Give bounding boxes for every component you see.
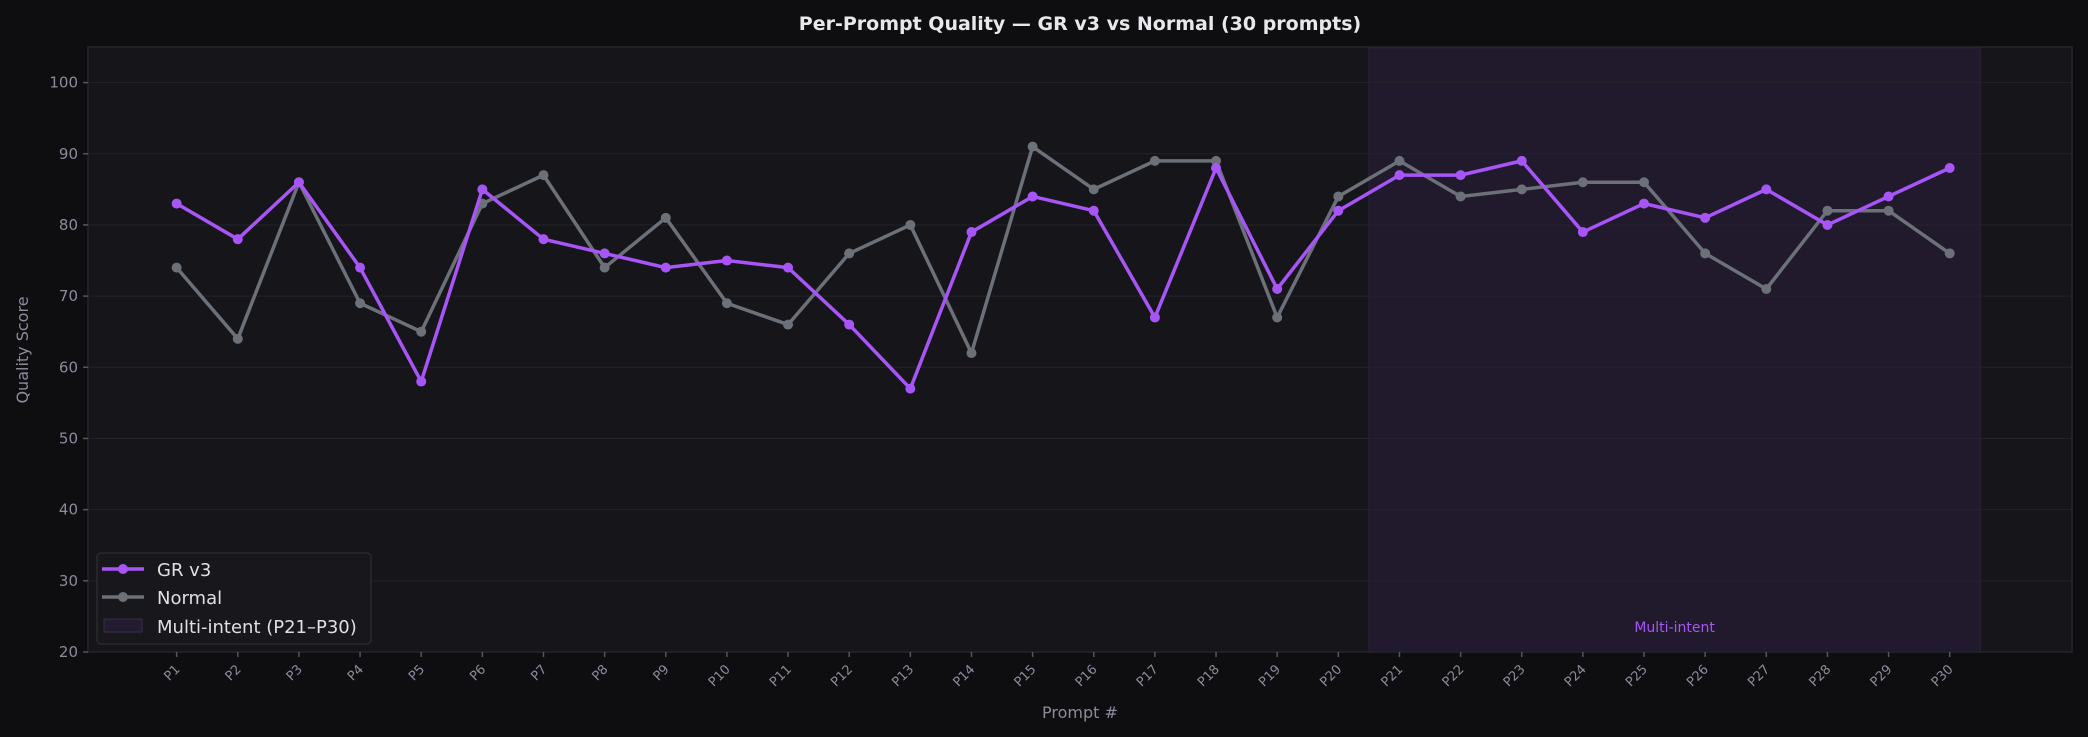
data-point-gr-v3-p29	[1883, 191, 1894, 202]
legend-box	[96, 552, 372, 645]
data-point-gr-v3-p17	[1149, 312, 1160, 323]
data-point-normal-p24	[1577, 177, 1588, 188]
y-tick-label: 70	[59, 287, 78, 305]
data-point-gr-v3-p14	[966, 227, 977, 238]
data-point-gr-v3-p5	[416, 376, 427, 387]
data-point-gr-v3-p3	[293, 177, 304, 188]
data-point-normal-p21	[1394, 155, 1405, 166]
y-tick-label: 60	[59, 358, 78, 376]
data-point-gr-v3-p27	[1761, 184, 1772, 195]
data-point-normal-p25	[1639, 177, 1650, 188]
chart-title: Per-Prompt Quality — GR v3 vs Normal (30…	[799, 13, 1361, 35]
data-point-gr-v3-p12	[844, 319, 855, 330]
data-point-gr-v3-p6	[477, 184, 488, 195]
series-line-gr-v3	[175, 159, 1951, 391]
data-point-gr-v3-p7	[538, 234, 549, 245]
data-point-gr-v3-p4	[355, 262, 366, 273]
data-point-normal-p10	[721, 298, 732, 309]
data-point-normal-p22	[1455, 191, 1466, 202]
legend-label-normal: Normal	[157, 588, 222, 609]
data-point-gr-v3-p26	[1700, 212, 1711, 223]
data-point-normal-p23	[1516, 184, 1527, 195]
data-point-normal-p20	[1333, 191, 1344, 202]
legend-marker-normal	[118, 592, 128, 602]
legend-marker-gr-v3	[118, 564, 128, 574]
data-point-normal-p8	[599, 262, 610, 273]
data-point-gr-v3-p30	[1944, 163, 1955, 173]
data-point-normal-p18	[1211, 155, 1222, 166]
data-point-gr-v3-p24	[1577, 227, 1588, 238]
data-point-gr-v3-p20	[1333, 205, 1344, 216]
data-point-normal-p11	[783, 319, 794, 330]
y-tick-label: 30	[59, 572, 78, 590]
data-point-gr-v3-p8	[599, 248, 610, 259]
data-point-normal-p7	[538, 170, 549, 181]
data-point-gr-v3-p21	[1394, 170, 1405, 181]
data-point-normal-p19	[1272, 312, 1283, 323]
multi-intent-region	[1368, 47, 1981, 653]
y-tick-label: 40	[59, 501, 78, 519]
data-point-normal-p12	[844, 248, 855, 259]
data-point-gr-v3-p15	[1027, 191, 1038, 202]
data-point-gr-v3-p22	[1455, 170, 1466, 181]
data-point-normal-p15	[1027, 141, 1038, 152]
data-point-gr-v3-p1	[171, 198, 182, 209]
data-point-normal-p5	[416, 326, 427, 337]
x-axis-label: Prompt #	[1042, 703, 1118, 722]
data-point-gr-v3-p9	[660, 262, 671, 273]
multi-intent-annotation: Multi-intent	[1634, 620, 1715, 636]
data-point-normal-p4	[355, 298, 366, 309]
data-point-gr-v3-p16	[1088, 205, 1099, 216]
data-point-gr-v3-p2	[232, 234, 243, 245]
data-point-normal-p2	[232, 333, 243, 344]
data-point-normal-p14	[966, 348, 977, 359]
data-point-normal-p30	[1944, 248, 1955, 259]
data-point-normal-p29	[1883, 205, 1894, 216]
y-axis-label: Quality Score	[13, 296, 32, 403]
data-point-gr-v3-p11	[783, 262, 794, 273]
data-point-gr-v3-p23	[1516, 155, 1527, 166]
data-point-gr-v3-p10	[721, 255, 732, 266]
data-point-gr-v3-p13	[905, 383, 916, 394]
data-point-normal-p13	[905, 219, 916, 230]
y-tick-label: 100	[49, 74, 78, 92]
y-tick-label: 20	[59, 643, 78, 661]
data-point-gr-v3-p18	[1211, 163, 1222, 173]
y-tick-label: 90	[59, 145, 78, 163]
y-tick-label: 50	[59, 429, 78, 447]
y-tick-label: 80	[59, 216, 78, 234]
legend-swatch-multi-intent	[103, 618, 143, 633]
data-point-normal-p26	[1700, 248, 1711, 259]
data-point-normal-p27	[1761, 284, 1772, 294]
data-point-gr-v3-p25	[1639, 198, 1650, 209]
legend-label-gr-v3: GR v3	[157, 560, 211, 581]
data-point-normal-p1	[171, 262, 182, 273]
data-point-normal-p16	[1088, 184, 1099, 195]
legend-label-multi-intent: Multi-intent (P21–P30)	[157, 617, 357, 638]
data-point-gr-v3-p19	[1272, 284, 1283, 294]
data-point-gr-v3-p28	[1822, 219, 1833, 230]
data-point-normal-p9	[660, 212, 671, 223]
data-point-normal-p17	[1149, 155, 1160, 166]
data-point-normal-p28	[1822, 205, 1833, 216]
legend: GR v3 Normal Multi-intent (P21–P30)	[96, 552, 372, 645]
